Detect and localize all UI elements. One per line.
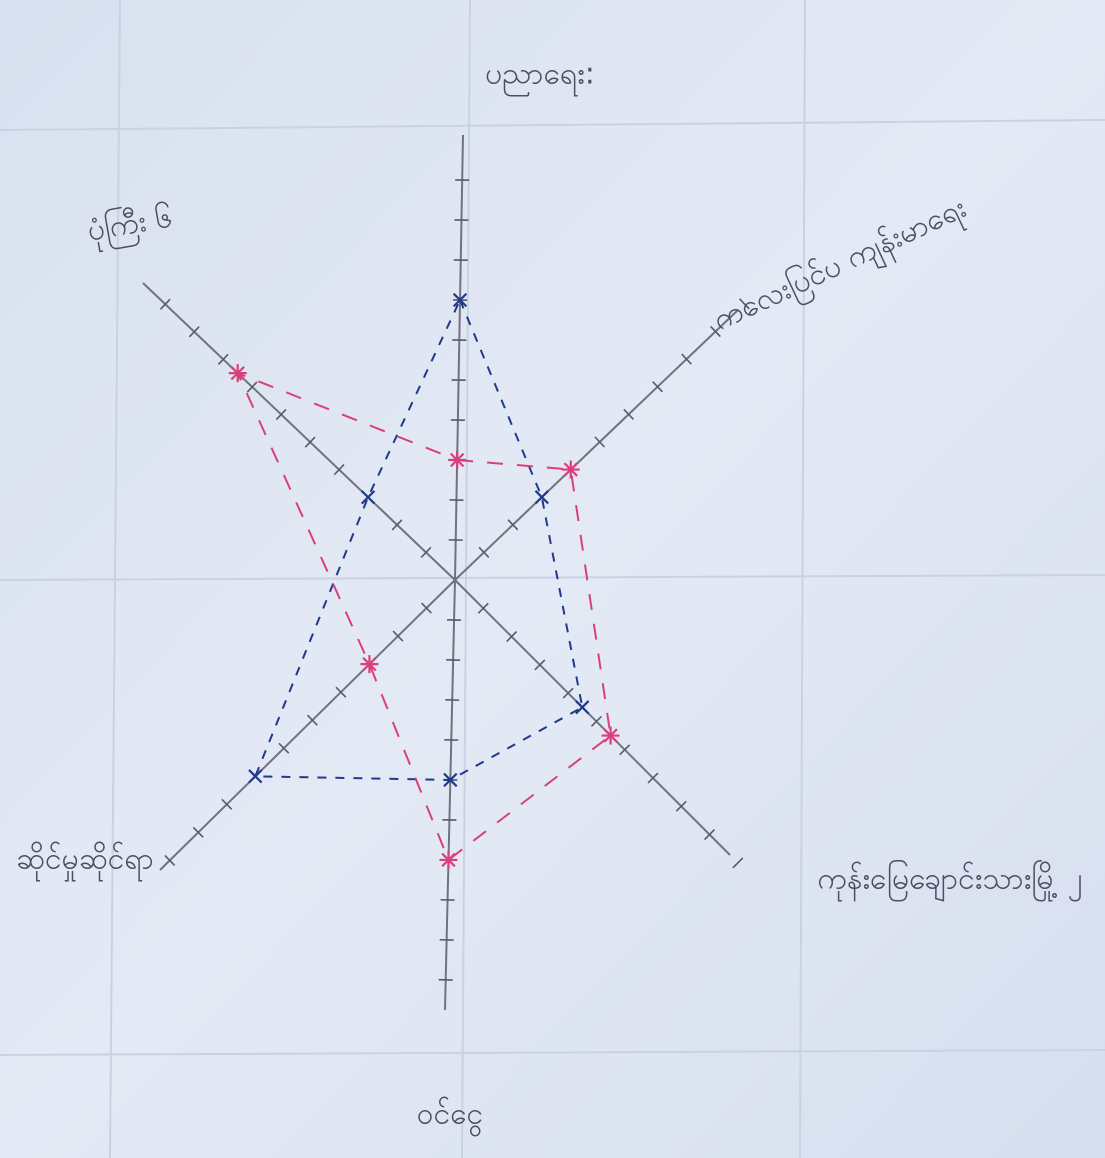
chart: ပညာရေး:ကလေးပြင်ပ ကျန်းမာရေးကုန်းမြေချောင… [0, 0, 1105, 1158]
point-marker [360, 655, 378, 673]
point-marker [562, 461, 580, 479]
point-marker [448, 451, 466, 469]
point-marker [229, 364, 247, 382]
point-marker [602, 727, 620, 745]
point-marker [439, 851, 457, 869]
axis-label: ဝင်ငွေ [417, 1097, 483, 1138]
axis-label: ဆိုင်မှုဆိုင်ရာ [16, 842, 154, 883]
axis-label: ကုန်းမြေချောင်းသားမြို့ ၂ [818, 860, 1083, 903]
axis-label: ပညာရေး: [485, 57, 595, 98]
